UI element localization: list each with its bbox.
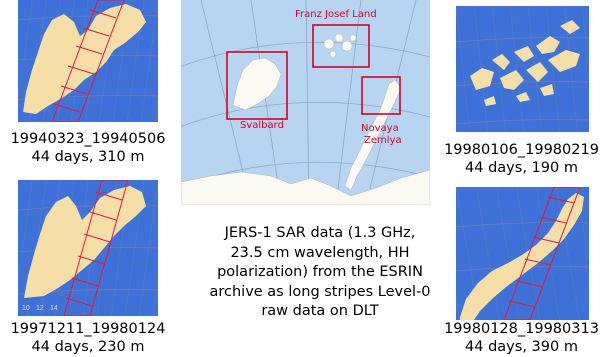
caption-franz-josef: 19980106_19980219 44 days, 190 m <box>436 141 607 177</box>
label-svalbard: Svalbard <box>240 120 284 131</box>
caption-details: 44 days, 390 m <box>465 339 578 355</box>
caption-details: 44 days, 190 m <box>465 160 578 176</box>
svalbard-1997-map: 10 12 14 <box>18 180 158 316</box>
caption-novaya-zemlya: 19980128_19980313 44 days, 390 m <box>436 320 607 356</box>
description-line: 23.5 cm wavelength, HH <box>230 244 410 261</box>
label-novaya: Novaya <box>361 123 399 134</box>
svalbard-1994-map <box>18 0 158 122</box>
caption-date-range: 19980106_19980219 <box>444 142 599 158</box>
caption-1997: 19971211_19980124 44 days, 230 m <box>0 320 176 356</box>
description-line: polarization) from the ESRIN <box>217 264 423 280</box>
description-text: JERS-1 SAR data (1.3 GHz, 23.5 cm wavele… <box>190 224 450 322</box>
svg-text:14: 14 <box>50 305 58 312</box>
description-line: archive as long stripes Level-0 <box>209 283 431 300</box>
label-franz-josef: Franz Josef Land <box>295 9 377 20</box>
caption-details: 44 days, 310 m <box>31 149 145 165</box>
description-line: JERS-1 SAR data (1.3 GHz, <box>224 225 416 241</box>
overview-map: Franz Josef Land Svalbard Novaya Zemlya <box>181 0 430 205</box>
label-zemlya: Zemlya <box>364 135 402 146</box>
novaya-zemlya-map <box>456 187 589 320</box>
caption-date-range: 19980128_19980313 <box>444 321 599 337</box>
svg-text:12: 12 <box>36 305 44 312</box>
svg-text:10: 10 <box>22 305 30 312</box>
franz-josef-map <box>456 6 589 132</box>
caption-date-range: 19940323_19940506 <box>10 131 166 147</box>
description-line: raw data on DLT <box>261 303 379 319</box>
caption-1994: 19940323_19940506 44 days, 310 m <box>0 130 176 166</box>
caption-details: 44 days, 230 m <box>31 339 145 355</box>
caption-date-range: 19971211_19980124 <box>10 321 166 337</box>
